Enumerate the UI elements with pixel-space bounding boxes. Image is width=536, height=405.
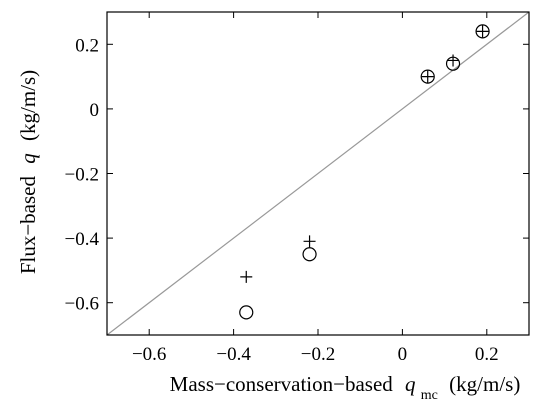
- plot-area: −0.6 −0.4 −0.2 0 0.2 −0.6 −0.4 −0.2 0 0.2: [65, 11, 530, 365]
- x-tick-label: −0.2: [301, 344, 335, 365]
- y-axis-label: Flux−based q (kg/m/s): [16, 70, 40, 274]
- y-tick-label: −0.6: [65, 294, 99, 315]
- x-axis-label-var: q: [405, 372, 416, 396]
- y-tick-label: −0.4: [65, 229, 100, 250]
- data-point-circle: [302, 247, 317, 262]
- y-tick-label: 0.2: [75, 35, 99, 56]
- data-point-plus: [303, 235, 316, 248]
- x-axis-label-unit: (kg/m/s): [449, 372, 520, 396]
- y-tick-label: 0: [90, 100, 100, 121]
- data-point-circle: [475, 24, 490, 39]
- y-tick-label: −0.2: [65, 165, 99, 186]
- x-axis-label-prefix: Mass−conservation−based: [170, 372, 394, 396]
- reference-line-1-to-1: [106, 11, 530, 336]
- y-axis-label-var: q: [16, 153, 40, 164]
- x-tick-label: 0: [398, 344, 408, 365]
- data-point-plus: [447, 54, 460, 67]
- data-point-plus: [476, 25, 489, 38]
- y-axis-label-unit: (kg/m/s): [16, 70, 40, 141]
- x-axis-label: Mass−conservation−based q mc (kg/m/s): [170, 372, 521, 404]
- data-point-circle: [420, 69, 435, 84]
- x-axis-label-sub: mc: [421, 388, 438, 403]
- x-tick-label: 0.2: [475, 344, 499, 365]
- data-point-circle: [239, 305, 254, 320]
- data-point-plus: [240, 270, 253, 283]
- x-tick-label: −0.4: [216, 344, 251, 365]
- x-tick-label: −0.6: [132, 344, 166, 365]
- data-point-plus: [421, 70, 434, 83]
- y-axis-label-prefix: Flux−based: [16, 176, 40, 275]
